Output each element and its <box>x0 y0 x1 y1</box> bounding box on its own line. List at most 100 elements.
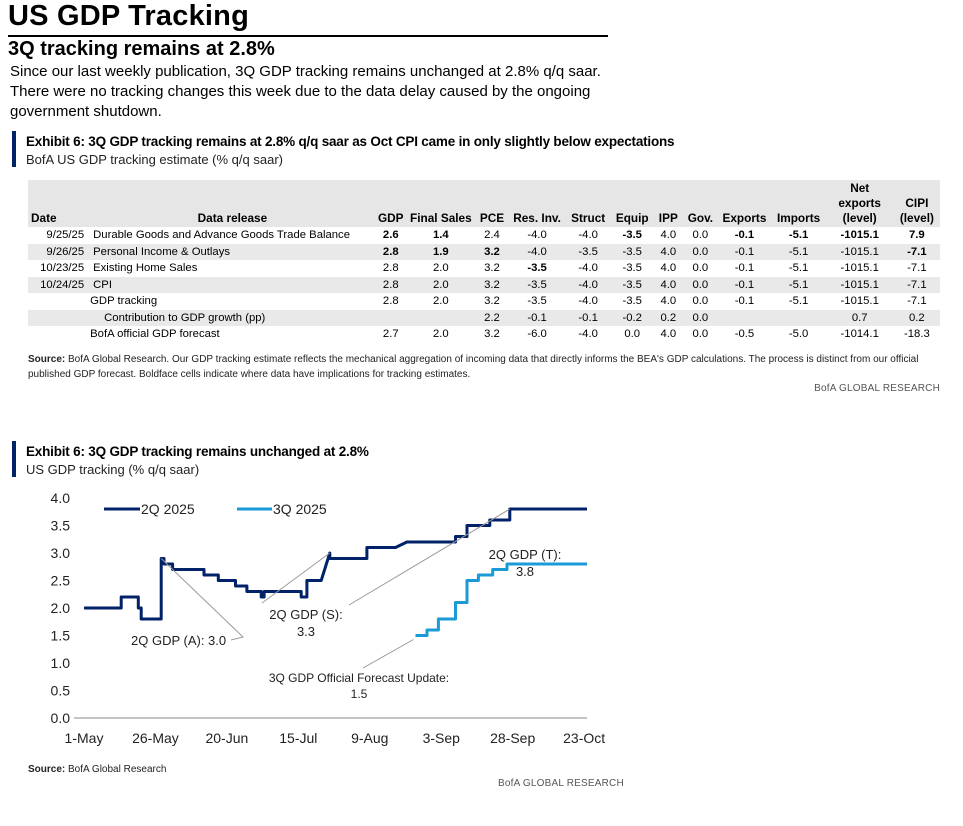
release-cell: Personal Income & Outlays <box>93 245 231 258</box>
value-cell: 0.7 <box>851 311 868 324</box>
value-cell: 1.9 <box>433 245 449 258</box>
value-cell: 0.0 <box>624 328 641 341</box>
title-rule <box>8 35 608 37</box>
value-cell: -1015.1 <box>840 262 879 275</box>
value-cell: -7.1 <box>907 245 927 258</box>
annotation-2q-second-leader <box>261 552 331 604</box>
chart-source-note: Source: BofA Global Research <box>28 762 166 777</box>
x-tick-label: 23-Oct <box>563 730 605 746</box>
release-cell: Durable Goods and Advance Goods Trade Ba… <box>93 229 350 242</box>
annotation-2q-second-line2: 3.3 <box>297 624 315 639</box>
release-cell: Contribution to GDP growth (pp) <box>104 311 266 324</box>
series-3q-line <box>415 562 587 637</box>
value-cell: -4.0 <box>578 229 598 242</box>
table-row: 9/25/25 Durable Goods and Advance Goods T… <box>28 227 940 244</box>
value-cell: -0.1 <box>734 262 755 275</box>
value-cell: -4.0 <box>578 328 598 341</box>
page-title: US GDP Tracking <box>8 0 249 32</box>
value-cell: -5.1 <box>788 262 809 275</box>
table-body: 9/25/25 Durable Goods and Advance Goods T… <box>28 227 940 343</box>
col-header: Exports <box>722 211 767 225</box>
value-cell: 0.0 <box>692 245 709 258</box>
value-cell <box>717 310 771 327</box>
y-tick-label: 0.0 <box>51 710 71 726</box>
net-exports-label: exports (level) <box>838 196 881 225</box>
page-subtitle: 3Q tracking remains at 2.8% <box>8 38 275 60</box>
source-text: BofA Global Research <box>68 764 167 775</box>
value-cell: -4.0 <box>527 245 547 258</box>
value-cell: 0.0 <box>692 328 709 341</box>
annotation-3q-forecast-line1: 3Q GDP Official Forecast Update: <box>269 671 449 685</box>
value-cell: 2.4 <box>484 229 500 242</box>
release-cell: Existing Home Sales <box>93 262 198 275</box>
value-cell: 0.0 <box>692 229 709 242</box>
table-row: BofA official GDP forecast 2.7 2.0 3.2 -6.0 -… <box>28 326 940 343</box>
value-cell: -0.1 <box>734 295 755 308</box>
value-cell: 4.0 <box>660 278 677 291</box>
series-2q-line <box>84 507 587 621</box>
value-cell: -0.1 <box>734 229 755 242</box>
cipi-label: CIPI <box>905 196 929 210</box>
release-cell: BofA official GDP forecast <box>90 328 220 341</box>
annotation-2q-third-leader <box>348 508 511 606</box>
value-cell: -18.3 <box>904 328 930 341</box>
value-cell: 0.0 <box>692 311 709 324</box>
annotation-2q-advance-leader <box>160 558 244 641</box>
col-header: Imports <box>776 211 821 225</box>
annotation-3q-forecast-leader <box>362 639 414 669</box>
x-tick-label: 3-Sep <box>423 730 461 746</box>
value-cell: 0.2 <box>660 311 677 324</box>
col-header: PCE <box>479 211 505 225</box>
value-cell: 2.2 <box>484 311 500 324</box>
x-tick-label: 1-May <box>65 730 104 746</box>
value-cell: 2.8 <box>382 278 399 291</box>
value-cell: 7.9 <box>909 229 925 242</box>
value-cell: -7.1 <box>907 295 927 308</box>
value-cell <box>407 310 475 327</box>
value-cell: 3.2 <box>484 278 500 291</box>
value-cell: 4.0 <box>660 328 677 341</box>
date-cell <box>28 326 90 343</box>
value-cell: -3.5 <box>622 262 642 275</box>
brand-label: BofA GLOBAL RESEARCH <box>814 383 940 394</box>
table-header-row: Date Data release GDP Final Sales PCE Re… <box>28 180 940 227</box>
value-cell <box>772 310 826 327</box>
value-cell: 0.0 <box>692 262 709 275</box>
col-header: Final Sales <box>410 211 472 225</box>
annotation-3q-forecast-line2: 1.5 <box>351 687 368 701</box>
value-cell: -3.5 <box>622 245 642 258</box>
value-cell: -3.5 <box>622 295 642 308</box>
net-label: Net <box>850 181 870 195</box>
value-cell: -5.1 <box>788 229 809 242</box>
value-cell: -5.1 <box>788 295 809 308</box>
value-cell: 2.6 <box>382 229 399 242</box>
x-tick-label: 26-May <box>132 730 179 746</box>
source-label: Source: <box>28 764 66 775</box>
table-row: 10/23/25 Existing Home Sales 2.8 2.0 3.2 -3.5… <box>28 260 940 277</box>
col-header: Gov. <box>687 211 714 225</box>
value-cell: -3.5 <box>527 278 547 291</box>
date-cell: 9/25/25 <box>46 229 85 242</box>
y-tick-label: 1.5 <box>51 628 71 644</box>
source-text: BofA Global Research. Our GDP tracking e… <box>28 354 919 380</box>
date-cell <box>28 310 90 327</box>
value-cell: 3.2 <box>484 245 500 258</box>
tracking-table: Date Data release GDP Final Sales PCE Re… <box>28 180 940 343</box>
date-cell <box>28 293 90 310</box>
col-header: Data release <box>197 211 268 225</box>
value-cell: -0.5 <box>734 328 755 341</box>
value-cell: -1015.1 <box>840 229 879 242</box>
value-cell: 4.0 <box>660 245 677 258</box>
value-cell: 0.2 <box>909 311 925 324</box>
table-exhibit-subtitle: BofA US GDP tracking estimate (% q/q saa… <box>26 152 283 167</box>
x-tick-label: 28-Sep <box>490 730 535 746</box>
tracking-table-container: Date Data release GDP Final Sales PCE Re… <box>28 180 940 343</box>
value-cell: -3.5 <box>527 262 547 275</box>
value-cell: -5.0 <box>788 328 809 341</box>
chart-exhibit-subtitle: US GDP tracking (% q/q saar) <box>26 462 200 477</box>
value-cell: 4.0 <box>660 295 677 308</box>
table-row: Contribution to GDP growth (pp) 2.2 -0.1 -0… <box>28 309 940 327</box>
col-header-cipi: CIPI (level) <box>894 180 940 227</box>
legend-2q-label: 2Q 2025 <box>141 501 195 517</box>
value-cell: -0.1 <box>734 278 755 291</box>
